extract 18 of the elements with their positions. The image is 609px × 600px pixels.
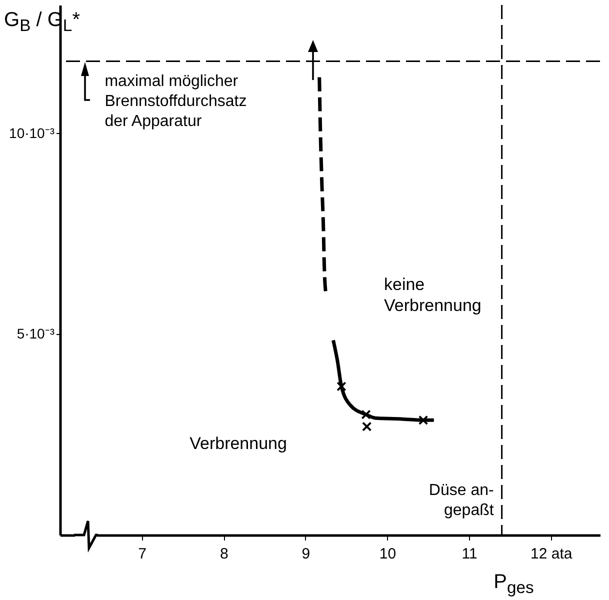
y-tick-label: 10·10⁻³ — [9, 124, 55, 141]
line-series — [332, 338, 436, 422]
point — [336, 382, 346, 392]
x-tick-label: 7 — [138, 546, 146, 562]
annotation: maximal möglicher Brennstoffdurchsatz der Apparatur — [104, 73, 247, 130]
annotation: Verbrennung — [190, 434, 287, 455]
x-tick-label: 11 — [462, 546, 478, 562]
x-tick-label: 9 — [302, 546, 310, 562]
x-axis-title: P$_{ges}$ — [494, 570, 534, 598]
point — [362, 422, 372, 432]
point — [361, 410, 371, 420]
y-tick-label: 5·10⁻³ — [16, 326, 55, 342]
x-tick-label: 12 ata — [530, 546, 573, 562]
point — [418, 415, 428, 426]
x-tick-label: 8 — [220, 546, 228, 562]
annotation: Düse an- gepaßt — [428, 482, 494, 519]
annotation: keine Verbrennung — [384, 275, 482, 316]
x-tick-label: 10 — [379, 546, 396, 562]
